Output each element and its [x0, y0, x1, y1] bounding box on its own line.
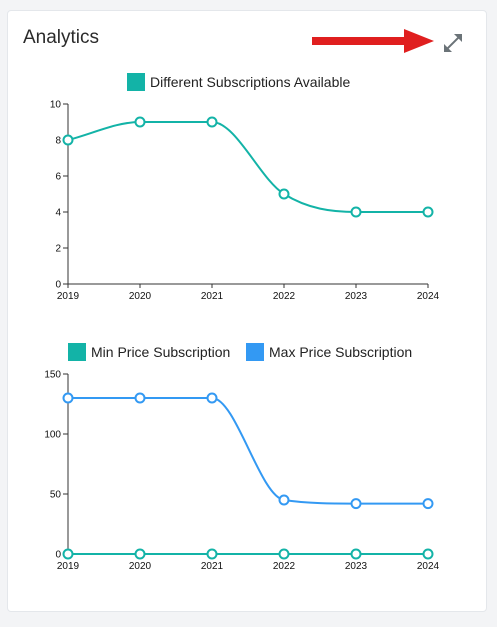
x-tick-label: 2019	[57, 561, 80, 572]
y-tick-label: 0	[55, 550, 61, 561]
x-tick-label: 2024	[417, 561, 440, 572]
data-point	[134, 116, 146, 128]
y-tick-label: 4	[55, 208, 61, 219]
legend-label: Different Subscriptions Available	[150, 74, 350, 90]
series-line	[68, 396, 428, 505]
data-point	[422, 206, 434, 218]
x-tick-label: 2023	[345, 561, 368, 572]
data-point	[278, 188, 290, 200]
x-tick-label: 2022	[273, 291, 296, 302]
data-point	[422, 548, 434, 560]
data-point	[206, 116, 218, 128]
annotation-arrow	[312, 29, 434, 53]
data-point	[62, 134, 74, 146]
data-point	[350, 548, 362, 560]
legend-swatch	[127, 73, 145, 91]
y-tick-label: 8	[55, 136, 61, 147]
x-tick-label: 2022	[273, 561, 296, 572]
data-point	[278, 494, 290, 506]
y-tick-label: 6	[55, 172, 61, 183]
data-point	[206, 392, 218, 404]
data-point	[350, 498, 362, 510]
x-tick-label: 2020	[129, 291, 152, 302]
y-tick-label: 0	[55, 280, 61, 291]
data-point	[350, 206, 362, 218]
x-tick-label: 2019	[57, 291, 80, 302]
card-title: Analytics	[23, 27, 100, 48]
legend-label: Min Price Subscription	[91, 344, 230, 360]
y-tick-label: 150	[44, 370, 61, 381]
y-tick-label: 10	[50, 100, 62, 111]
data-point	[62, 548, 74, 560]
subscriptions-chart: 0 2 4 6 8 10 2019 2020 2021 2022 2023 2024 Different…	[50, 73, 440, 302]
expand-arrows-icon[interactable]	[441, 31, 465, 55]
data-point	[134, 548, 146, 560]
analytics-card: Analytics	[7, 10, 487, 612]
y-tick-label: 50	[50, 490, 62, 501]
y-tick-label: 100	[44, 430, 61, 441]
x-tick-label: 2020	[129, 561, 152, 572]
data-point	[62, 392, 74, 404]
y-tick-label: 2	[55, 244, 61, 255]
x-tick-label: 2021	[201, 561, 224, 572]
data-point	[206, 548, 218, 560]
legend-swatch	[68, 343, 86, 361]
x-tick-label: 2023	[345, 291, 368, 302]
legend-label: Max Price Subscription	[269, 344, 412, 360]
data-point	[134, 392, 146, 404]
data-point	[278, 548, 290, 560]
data-point	[422, 498, 434, 510]
legend-swatch	[246, 343, 264, 361]
x-tick-label: 2021	[201, 291, 224, 302]
x-tick-label: 2024	[417, 291, 440, 302]
